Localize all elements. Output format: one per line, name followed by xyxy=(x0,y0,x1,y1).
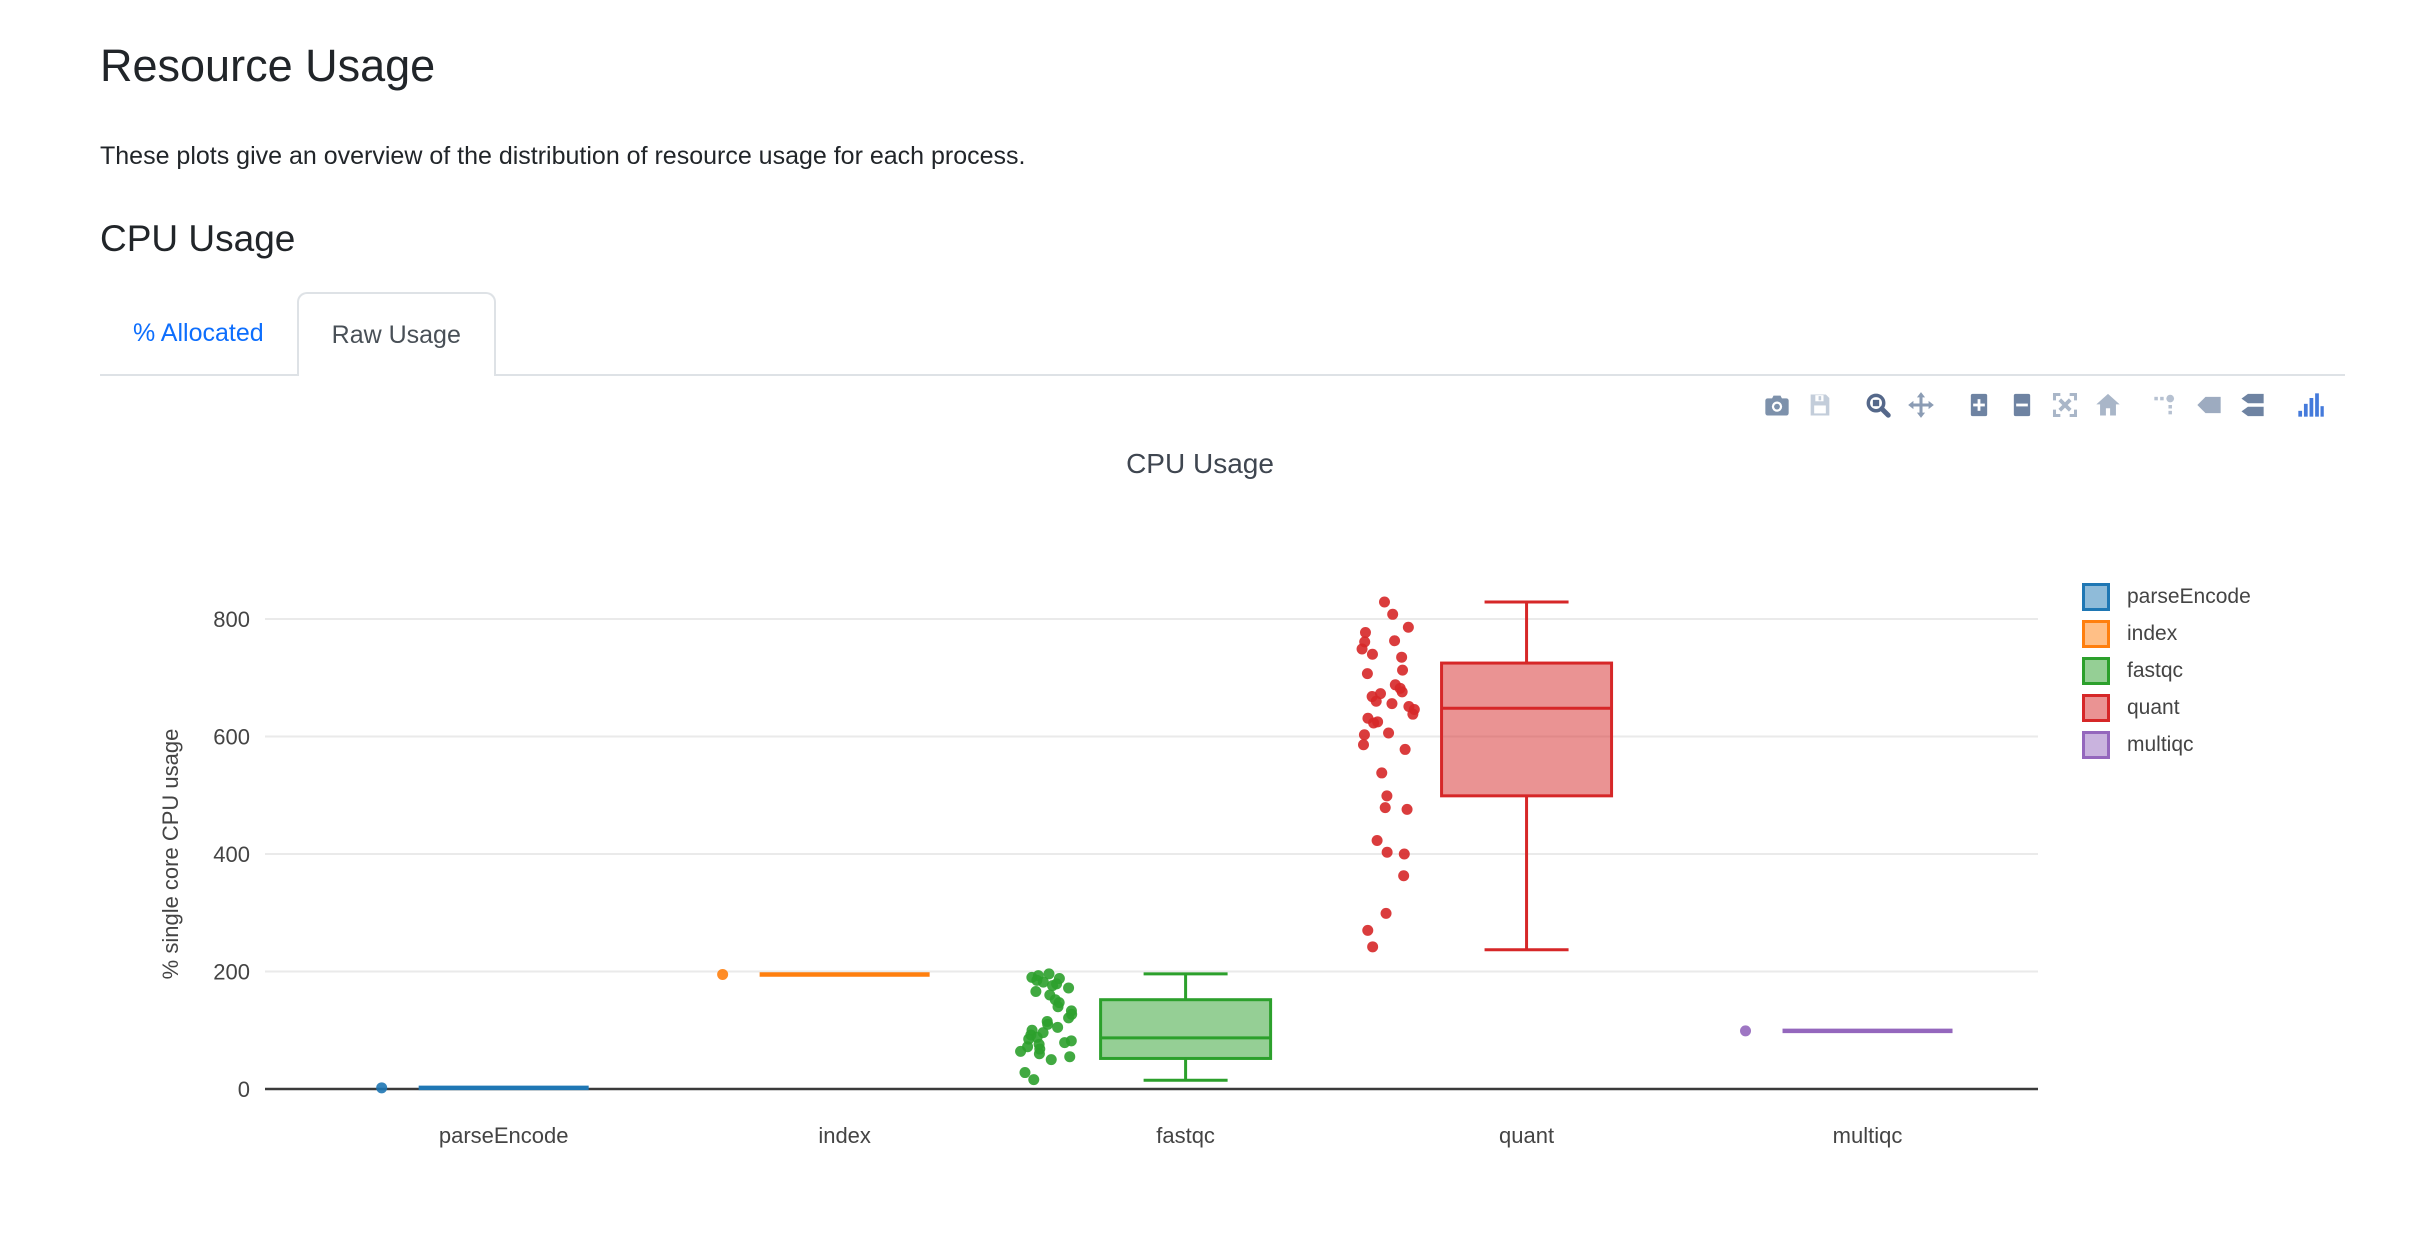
tab-percent-allocated[interactable]: % Allocated xyxy=(133,318,264,347)
plotly-logo-icon[interactable] xyxy=(2296,391,2324,419)
chart-legend: parseEncode index fastqc quant multiqc xyxy=(2082,578,2251,763)
legend-label: quant xyxy=(2127,695,2180,719)
plot-area[interactable] xyxy=(265,585,2038,1091)
y-tick-label: 0 xyxy=(238,1077,250,1102)
save-icon[interactable] xyxy=(1806,391,1834,419)
hover-compare-icon[interactable] xyxy=(2238,391,2266,419)
zoom-out-icon[interactable] xyxy=(2008,391,2036,419)
x-category-label: parseEncode xyxy=(439,1123,569,1148)
spikelines-icon[interactable] xyxy=(2152,391,2180,419)
plotly-modebar xyxy=(1748,391,2324,419)
zoom-icon[interactable] xyxy=(1864,391,1892,419)
y-tick-label: 600 xyxy=(213,725,250,750)
y-tick-label: 200 xyxy=(213,960,250,985)
chart-title: CPU Usage xyxy=(1126,448,1274,479)
y-tick-label: 400 xyxy=(213,842,250,867)
legend-label: index xyxy=(2127,621,2178,645)
cpu-usage-tabbar: % Allocated Raw Usage xyxy=(100,292,2345,376)
legend-item-multiqc[interactable]: multiqc xyxy=(2082,726,2251,763)
x-category-label: quant xyxy=(1499,1123,1554,1148)
legend-item-quant[interactable]: quant xyxy=(2082,689,2251,726)
section-heading-cpu-usage: CPU Usage xyxy=(100,218,296,259)
legend-label: parseEncode xyxy=(2127,584,2251,608)
zoom-in-icon[interactable] xyxy=(1965,391,1993,419)
x-category-label: multiqc xyxy=(1833,1123,1903,1148)
page-subtitle: These plots give an overview of the dist… xyxy=(100,142,1026,170)
page-title: Resource Usage xyxy=(100,40,436,91)
legend-item-index[interactable]: index xyxy=(2082,615,2251,652)
autoscale-icon[interactable] xyxy=(2051,391,2079,419)
legend-label: fastqc xyxy=(2127,658,2184,682)
tab-raw-usage[interactable]: Raw Usage xyxy=(296,292,496,376)
legend-label: multiqc xyxy=(2127,732,2194,756)
hover-closest-icon[interactable] xyxy=(2195,391,2223,419)
x-category-label: fastqc xyxy=(1156,1123,1215,1148)
legend-item-parseEncode[interactable]: parseEncode xyxy=(2082,578,2251,615)
legend-swatch-icon xyxy=(2082,619,2110,648)
camera-icon[interactable] xyxy=(1763,391,1791,419)
legend-swatch-icon xyxy=(2082,582,2110,611)
legend-swatch-icon xyxy=(2082,693,2110,722)
x-category-label: index xyxy=(818,1123,871,1148)
y-axis-title: % single core CPU usage xyxy=(158,729,183,980)
home-icon[interactable] xyxy=(2094,391,2122,419)
pan-icon[interactable] xyxy=(1907,391,1935,419)
legend-swatch-icon xyxy=(2082,656,2110,685)
legend-item-fastqc[interactable]: fastqc xyxy=(2082,652,2251,689)
legend-swatch-icon xyxy=(2082,730,2110,759)
y-tick-label: 800 xyxy=(213,607,250,632)
